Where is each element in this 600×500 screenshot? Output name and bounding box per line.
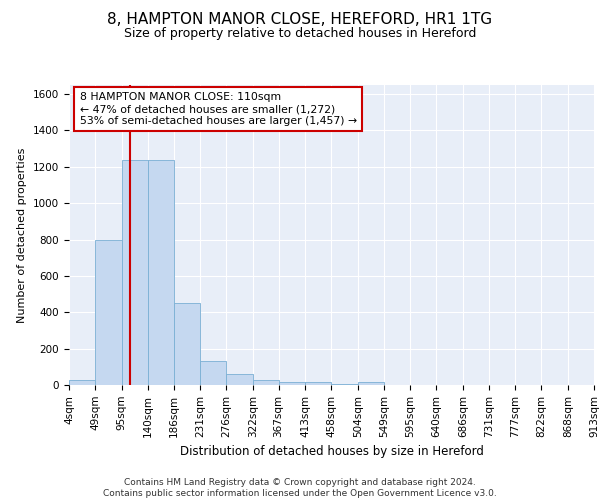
Text: 8, HAMPTON MANOR CLOSE, HEREFORD, HR1 1TG: 8, HAMPTON MANOR CLOSE, HEREFORD, HR1 1T… (107, 12, 493, 28)
Bar (95, 240, 122, 385)
Bar (331, 384, 358, 385)
Bar (278, 382, 305, 385)
Bar (148, 160, 174, 385)
Bar (305, 382, 331, 385)
Bar (358, 382, 384, 385)
Bar (253, 380, 278, 385)
Text: Contains HM Land Registry data © Crown copyright and database right 2024.
Contai: Contains HM Land Registry data © Crown c… (103, 478, 497, 498)
Bar (122, 160, 148, 385)
X-axis label: Distribution of detached houses by size in Hereford: Distribution of detached houses by size … (179, 445, 484, 458)
Bar (174, 303, 200, 385)
Bar (69, 380, 95, 385)
Text: 8 HAMPTON MANOR CLOSE: 110sqm
← 47% of detached houses are smaller (1,272)
53% o: 8 HAMPTON MANOR CLOSE: 110sqm ← 47% of d… (79, 92, 356, 126)
Text: Size of property relative to detached houses in Hereford: Size of property relative to detached ho… (124, 28, 476, 40)
Bar (200, 362, 226, 385)
Y-axis label: Number of detached properties: Number of detached properties (17, 148, 28, 322)
Bar (226, 374, 253, 385)
